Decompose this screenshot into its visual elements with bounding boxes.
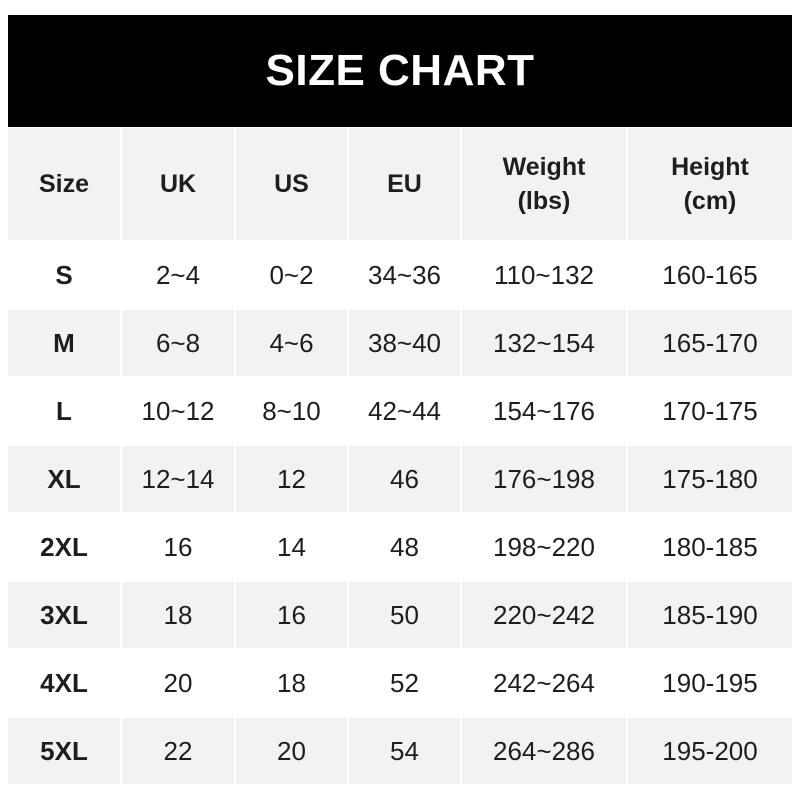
- column-header-label: EU: [387, 170, 422, 198]
- table-cell: 52: [390, 667, 419, 698]
- table-row: S 2~4 0~2 34~36 110~132 160-165: [8, 242, 792, 308]
- table-cell: 12: [236, 446, 347, 512]
- table-cell: 46: [349, 446, 460, 512]
- table-cell: 198~220: [493, 531, 595, 562]
- table-cell: 22: [122, 718, 234, 784]
- table-cell: 48: [390, 531, 419, 562]
- table-row: L 10~12 8~10 42~44 154~176 170-175: [8, 378, 792, 444]
- table-cell: 18: [277, 667, 306, 698]
- table-row: 3XL 18 16 50 220~242 185-190: [8, 582, 792, 648]
- size-chart-title: SIZE CHART: [8, 15, 792, 127]
- table-row: 4XL 20 18 52 242~264 190-195: [8, 650, 792, 716]
- table-cell: 42~44: [367, 395, 442, 426]
- table-cell: 242~264: [493, 667, 595, 698]
- column-header: US: [236, 128, 347, 240]
- size-cell: M: [8, 310, 120, 376]
- table-cell: 34~36: [367, 259, 442, 290]
- table-cell: 50: [349, 582, 460, 648]
- table-cell: 16: [236, 582, 347, 648]
- table-cell: 20: [163, 667, 193, 698]
- column-header-label: Weight: [502, 153, 586, 181]
- table-cell: 10~12: [141, 395, 215, 426]
- table-cell: 195-200: [628, 718, 792, 784]
- table-cell: 165-170: [628, 310, 792, 376]
- size-cell: XL: [8, 446, 120, 512]
- table-cell: 190-195: [662, 667, 758, 698]
- table-cell: 18: [122, 582, 234, 648]
- table-cell: 4~6: [236, 310, 347, 376]
- table-cell: 175-180: [628, 446, 792, 512]
- table-cell: 20: [236, 718, 347, 784]
- table-cell: 185-190: [628, 582, 792, 648]
- table-cell: 0~2: [269, 259, 314, 290]
- table-cell: 2~4: [155, 259, 201, 290]
- table-cell: 170-175: [662, 395, 758, 426]
- table-row: 2XL 16 14 48 198~220 180-185: [8, 514, 792, 580]
- column-header-label: Height: [671, 153, 749, 181]
- header-row: Size UK US EU Weight (lbs) Height (cm): [8, 128, 792, 240]
- size-cell: 3XL: [8, 582, 120, 648]
- table-cell: 6~8: [122, 310, 234, 376]
- size-chart-table: Size UK US EU Weight (lbs) Height (cm) S 2~4 0~2 3…: [6, 126, 794, 786]
- table-cell: 264~286: [462, 718, 626, 784]
- table-cell: 132~154: [462, 310, 626, 376]
- table-cell: 180-185: [662, 531, 758, 562]
- table-cell: 110~132: [493, 259, 594, 290]
- table-row: 5XL 22 20 54 264~286 195-200: [8, 718, 792, 784]
- column-header: Weight (lbs): [462, 128, 626, 240]
- table-cell: 8~10: [262, 395, 321, 426]
- size-cell: 5XL: [8, 718, 120, 784]
- table-cell: 160-165: [662, 259, 758, 290]
- column-header-label: UK: [159, 170, 197, 198]
- size-cell: L: [56, 395, 72, 426]
- column-header-label: US: [274, 170, 309, 198]
- size-cell: 4XL: [40, 667, 88, 698]
- table-cell: 12~14: [122, 446, 234, 512]
- column-header-label: Size: [38, 170, 90, 198]
- column-header: EU: [349, 128, 460, 240]
- column-header-unit: (lbs): [517, 187, 571, 215]
- size-cell: 2XL: [40, 531, 88, 562]
- table-row: M 6~8 4~6 38~40 132~154 165-170: [8, 310, 792, 376]
- column-header: Size: [8, 128, 120, 240]
- table-cell: 14: [277, 531, 306, 562]
- table-cell: 220~242: [462, 582, 626, 648]
- column-header: UK: [122, 128, 234, 240]
- table-cell: 16: [163, 531, 193, 562]
- column-header: Height (cm): [628, 128, 792, 240]
- column-header-unit: (cm): [683, 187, 737, 215]
- table-cell: 38~40: [349, 310, 460, 376]
- table-cell: 176~198: [462, 446, 626, 512]
- table-cell: 154~176: [493, 395, 595, 426]
- size-cell: S: [55, 259, 73, 290]
- table-row: XL 12~14 12 46 176~198 175-180: [8, 446, 792, 512]
- table-cell: 54: [349, 718, 460, 784]
